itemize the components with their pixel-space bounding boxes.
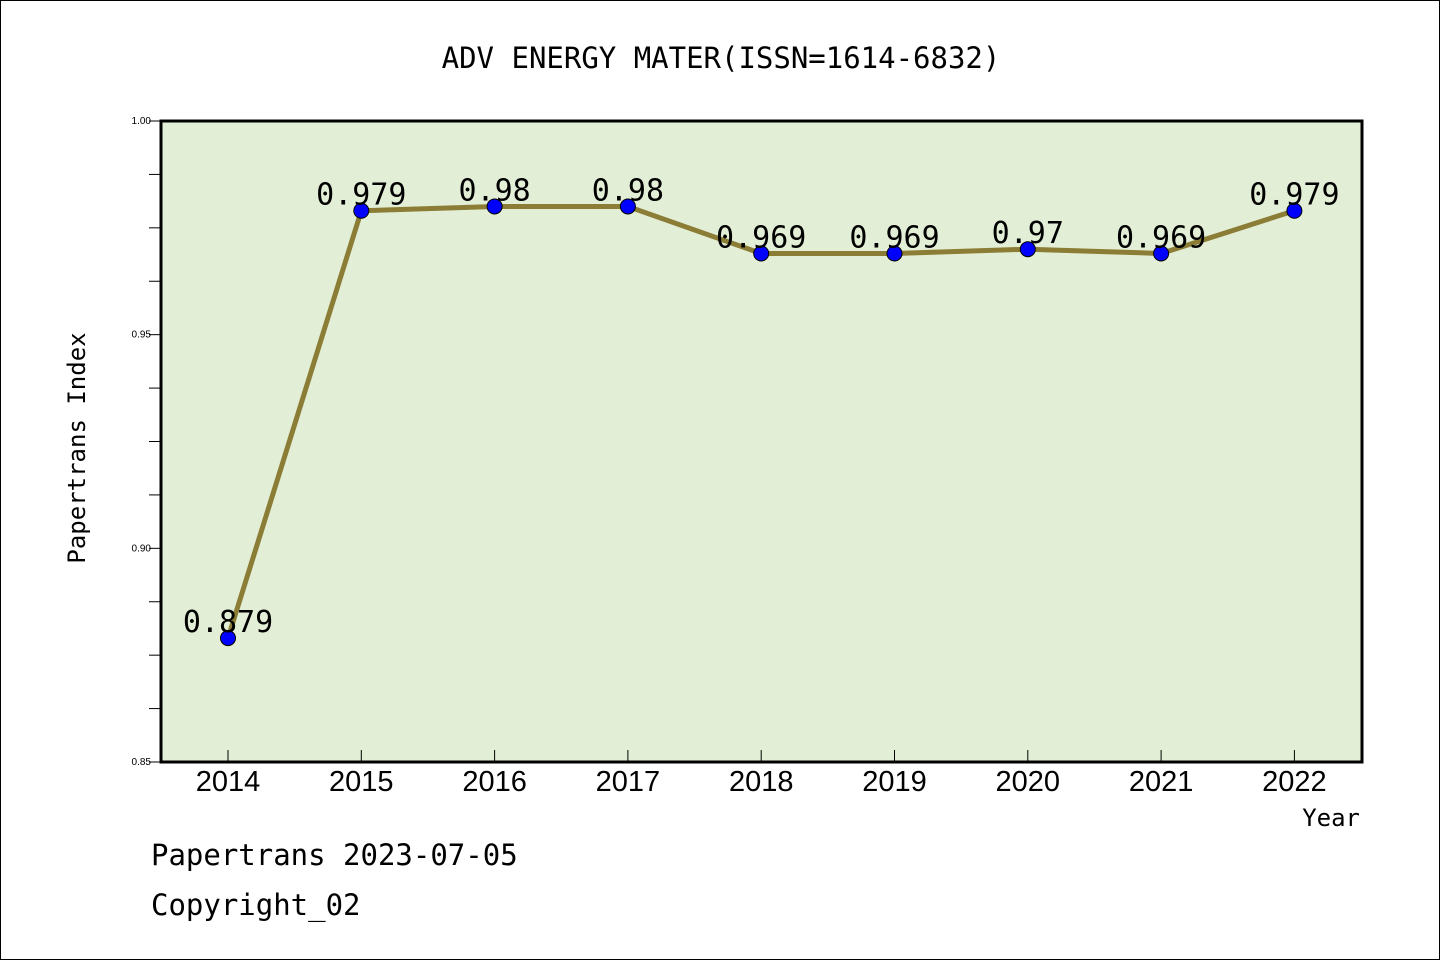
- data-point: [886, 245, 903, 262]
- data-label: 0.98: [458, 173, 530, 208]
- data-point: [486, 198, 503, 215]
- y-axis-ticks: 0.85 0.90 0.95 1.00: [132, 116, 161, 768]
- x-axis-label: Year: [1302, 804, 1360, 832]
- footer-date: Papertrans 2023-07-05: [151, 838, 518, 872]
- x-axis-ticks: 2014 2015 2016 2017 2018 2019 2020 2021 2022: [196, 750, 1327, 798]
- data-labels: 0.879 0.979 0.98 0.98 0.969 0.969 0.97 0.969 0.9…: [183, 173, 1340, 640]
- plot-border: [159, 119, 1364, 764]
- x-tick-label: 2015: [329, 766, 394, 798]
- x-tick-label: 2016: [462, 766, 527, 798]
- x-tick-label: 2020: [996, 766, 1061, 798]
- data-point: [353, 202, 370, 219]
- data-point-markers: [220, 198, 1303, 647]
- y-tick-label: 1.00: [132, 116, 152, 127]
- data-point: [1286, 202, 1303, 219]
- data-label: 0.969: [716, 220, 806, 255]
- footer-copyright: Copyright_02: [151, 888, 361, 923]
- y-tick-label: 0.95: [132, 330, 152, 341]
- y-tick-label: 0.90: [132, 543, 152, 554]
- data-label: 0.98: [592, 173, 664, 208]
- data-label: 0.979: [1249, 178, 1339, 213]
- data-label: 0.879: [183, 605, 273, 640]
- chart-title: ADV ENERGY MATER(ISSN=1614-6832): [442, 41, 1001, 75]
- x-tick-label: 2014: [196, 766, 261, 798]
- y-axis-label: Papertrans Index: [63, 332, 91, 563]
- x-tick-label: 2019: [862, 766, 927, 798]
- x-tick-label: 2018: [729, 766, 794, 798]
- data-label: 0.979: [316, 178, 406, 213]
- y-tick-label: 0.85: [132, 757, 152, 768]
- data-point: [1019, 241, 1036, 258]
- x-tick-label: 2021: [1129, 766, 1194, 798]
- data-label: 0.97: [992, 216, 1064, 251]
- x-tick-label: 2017: [596, 766, 661, 798]
- data-label: 0.969: [849, 220, 939, 255]
- x-tick-label: 2022: [1262, 766, 1327, 798]
- data-point: [220, 630, 236, 647]
- plot-area: [161, 121, 1362, 762]
- data-point: [619, 198, 636, 215]
- data-point: [753, 245, 770, 262]
- data-point: [1153, 245, 1170, 262]
- data-label: 0.969: [1116, 220, 1206, 255]
